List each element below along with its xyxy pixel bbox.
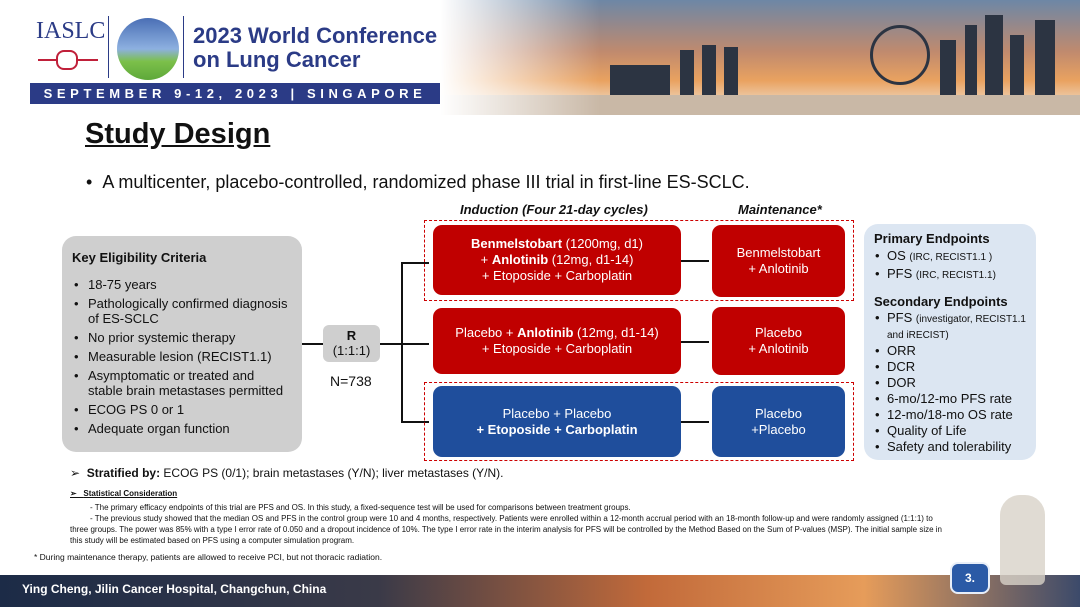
- randomization-label: R: [346, 328, 357, 343]
- eligibility-heading: Key Eligibility Criteria: [72, 250, 207, 265]
- stratified-label: Stratified by:: [86, 466, 161, 480]
- plus: +: [550, 421, 566, 437]
- primary-endpoints-heading: Primary Endpoints: [874, 231, 990, 246]
- drug: Benmelstobart: [471, 236, 563, 251]
- eligibility-criteria-box: Key Eligibility Criteria 18-75 years Pat…: [62, 236, 302, 452]
- endpoints-box: Primary Endpoints OS (IRC, RECIST1.1 ) P…: [864, 224, 1036, 460]
- secondary-endpoint: 12-mo/18-mo OS rate: [874, 407, 1026, 423]
- statistical-consideration: ➢ Statistical Consideration - The primar…: [70, 488, 950, 546]
- maintenance-header: Maintenance*: [738, 202, 822, 217]
- trial-description: • A multicenter, placebo-controlled, ran…: [86, 172, 750, 192]
- plus: +: [480, 252, 492, 267]
- criterion: Measurable lesion (RECIST1.1): [72, 349, 292, 364]
- arm-2-maintenance: Placebo + Anlotinib: [712, 307, 845, 375]
- criterion: No prior systemic therapy: [72, 330, 292, 345]
- induction-header: Induction (Four 21-day cycles): [460, 202, 648, 217]
- drug: Placebo: [755, 325, 802, 340]
- maintenance-footnote: * During maintenance therapy, patients a…: [34, 552, 383, 562]
- date-location-bar: SEPTEMBER 9-12, 2023 | SINGAPORE: [30, 83, 440, 104]
- arrow-to-maintenance-2: [681, 341, 709, 343]
- drug: +Placebo: [751, 421, 806, 437]
- arrow-to-maintenance-3: [681, 421, 709, 423]
- statistical-heading: Statistical Consideration: [83, 489, 178, 498]
- trial-description-text: A multicenter, placebo-controlled, rando…: [102, 172, 750, 192]
- arm-1-maintenance: Benmelstobart + Anlotinib: [712, 225, 845, 297]
- highlight-arm-3: [424, 382, 854, 461]
- primary-endpoint: PFS (IRC, RECIST1.1): [874, 266, 1026, 284]
- dose: (12mg, d1-14): [548, 252, 634, 267]
- secondary-endpoint: Safety and tolerability: [874, 439, 1026, 455]
- highlight-arm-1: [424, 220, 854, 301]
- statistical-paragraph: - The primary efficacy endpoints of this…: [90, 503, 631, 512]
- conference-title-line2: on Lung Cancer: [193, 47, 361, 72]
- dose: (1200mg, d1): [562, 236, 643, 251]
- chemo: Carboplatin: [565, 421, 638, 437]
- drug: Anlotinib: [491, 252, 549, 267]
- iaslc-logo: IASLC: [36, 18, 106, 44]
- singapore-skyline-image: [440, 0, 1080, 115]
- arm-2-induction: Placebo + Anlotinib (12mg, d1-14) + Etop…: [433, 308, 681, 374]
- criterion: Adequate organ function: [72, 421, 292, 436]
- drug: + Anlotinib: [748, 261, 809, 276]
- criterion: Asymptomatic or treated and stable brain…: [72, 368, 292, 398]
- chemo: + Etoposide + Carboplatin: [481, 268, 633, 283]
- arm-3-maintenance: Placebo +Placebo: [712, 386, 845, 457]
- stratified-text: ECOG PS (0/1); brain metastases (Y/N); l…: [160, 466, 504, 480]
- secondary-endpoint: DOR: [874, 375, 1026, 391]
- sample-size: N=738: [330, 373, 372, 389]
- arrow-arm-3: [401, 421, 429, 423]
- drug: + Anlotinib: [748, 341, 809, 356]
- secondary-endpoint: 6-mo/12-mo PFS rate: [874, 391, 1026, 407]
- dose: (12mg, d1-14): [573, 325, 659, 340]
- drug: Placebo + Placebo: [502, 405, 612, 421]
- gardens-by-the-bay-logo: [117, 18, 179, 80]
- conference-header: IASLC 2023 World Conference on Lung Canc…: [0, 0, 1080, 115]
- randomization-ratio: (1:1:1): [332, 343, 371, 358]
- secondary-endpoint: Quality of Life: [874, 423, 1026, 439]
- plus: +: [476, 421, 488, 437]
- drug: Placebo: [755, 405, 802, 421]
- statistical-paragraph: - The previous study showed that the med…: [70, 514, 943, 545]
- merlion-icon: [1000, 495, 1045, 585]
- conference-title-line1: 2023 World Conference: [193, 23, 438, 48]
- chemo: + Etoposide + Carboplatin: [481, 341, 633, 356]
- drug: Anlotinib: [517, 325, 574, 340]
- connector-line: [380, 343, 402, 345]
- page-number: 3.: [950, 562, 990, 594]
- criterion: 18-75 years: [72, 277, 292, 292]
- lung-emblem-icon: [38, 50, 98, 70]
- arm-3-induction: Placebo + Placebo + Etoposide + Carbopla…: [433, 386, 681, 457]
- arrow-arm-1: [401, 262, 429, 264]
- criterion: ECOG PS 0 or 1: [72, 402, 292, 417]
- drug: Placebo +: [455, 325, 518, 340]
- secondary-endpoints-heading: Secondary Endpoints: [874, 294, 1008, 309]
- stratification-note: ➢ Stratified by: ECOG PS (0/1); brain me…: [70, 466, 504, 480]
- criterion: Pathologically confirmed diagnosis of ES…: [72, 296, 292, 326]
- conference-title: 2023 World Conference on Lung Cancer: [193, 24, 437, 72]
- secondary-endpoint: ORR: [874, 343, 1026, 359]
- drug: Benmelstobart: [736, 245, 821, 260]
- primary-endpoint: OS (IRC, RECIST1.1 ): [874, 248, 1026, 266]
- arrow-to-maintenance-1: [681, 260, 709, 262]
- secondary-endpoint: PFS (investigator, RECIST1.1 and iRECIST…: [874, 311, 1026, 343]
- secondary-endpoint: DCR: [874, 359, 1026, 375]
- arm-1-induction: Benmelstobart (1200mg, d1) + Anlotinib (…: [433, 225, 681, 295]
- chemo: Etoposide: [487, 421, 551, 437]
- slide-title: Study Design: [85, 118, 271, 150]
- connector-line: [401, 262, 403, 422]
- randomization-box: R (1:1:1): [323, 325, 380, 362]
- footer-bar: [0, 575, 1080, 607]
- arrow-arm-2: [401, 343, 429, 345]
- connector-line: [302, 343, 323, 345]
- presenter-affiliation: Ying Cheng, Jilin Cancer Hospital, Chang…: [22, 582, 327, 596]
